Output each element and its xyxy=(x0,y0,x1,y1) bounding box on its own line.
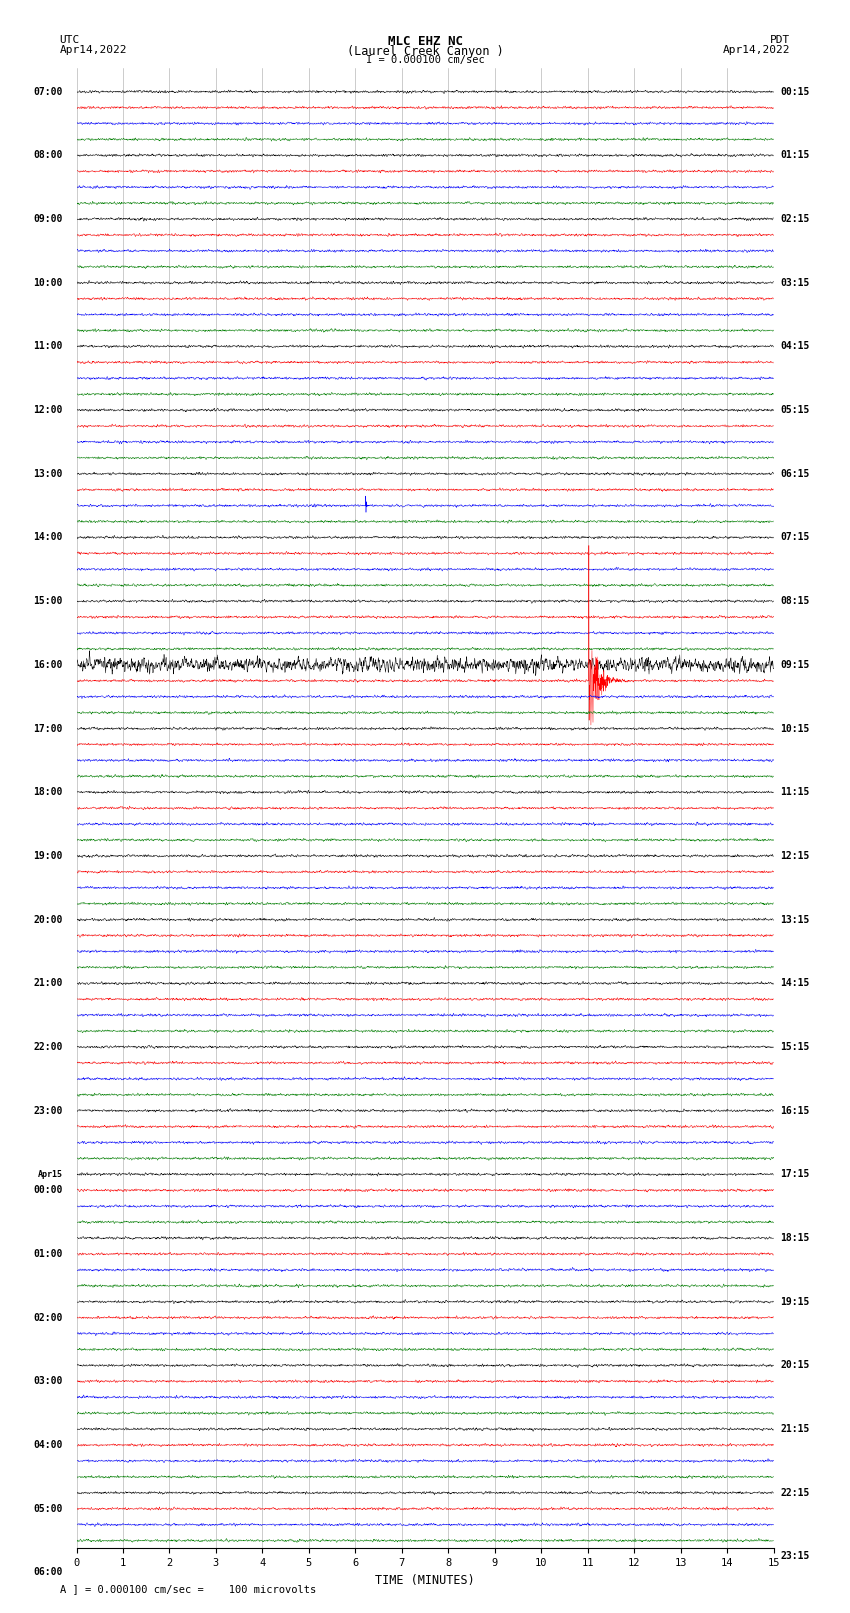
Text: 00:15: 00:15 xyxy=(780,87,810,97)
Text: 06:15: 06:15 xyxy=(780,469,810,479)
Text: 09:00: 09:00 xyxy=(33,215,63,224)
Text: 11:15: 11:15 xyxy=(780,787,810,797)
Text: 22:15: 22:15 xyxy=(780,1487,810,1498)
Text: 10:15: 10:15 xyxy=(780,724,810,734)
Text: MLC EHZ NC: MLC EHZ NC xyxy=(388,35,462,48)
Text: 18:00: 18:00 xyxy=(33,787,63,797)
Text: 08:00: 08:00 xyxy=(33,150,63,160)
Text: 23:00: 23:00 xyxy=(33,1105,63,1116)
Text: 17:00: 17:00 xyxy=(33,724,63,734)
Text: Apr14,2022: Apr14,2022 xyxy=(723,45,791,55)
Text: 19:15: 19:15 xyxy=(780,1297,810,1307)
Text: 06:00: 06:00 xyxy=(33,1568,63,1578)
Text: 07:00: 07:00 xyxy=(33,87,63,97)
Text: 05:15: 05:15 xyxy=(780,405,810,415)
Text: 23:15: 23:15 xyxy=(780,1552,810,1561)
Text: 11:00: 11:00 xyxy=(33,342,63,352)
Text: 13:15: 13:15 xyxy=(780,915,810,924)
Text: (Laurel Creek Canyon ): (Laurel Creek Canyon ) xyxy=(347,45,503,58)
Text: I = 0.000100 cm/sec: I = 0.000100 cm/sec xyxy=(366,55,484,65)
Text: 14:00: 14:00 xyxy=(33,532,63,542)
Text: Apr15: Apr15 xyxy=(37,1169,63,1179)
Text: 15:15: 15:15 xyxy=(780,1042,810,1052)
Text: 09:15: 09:15 xyxy=(780,660,810,669)
Text: 00:00: 00:00 xyxy=(33,1186,63,1195)
X-axis label: TIME (MINUTES): TIME (MINUTES) xyxy=(375,1574,475,1587)
Text: 12:00: 12:00 xyxy=(33,405,63,415)
Text: 16:15: 16:15 xyxy=(780,1105,810,1116)
Text: A ] = 0.000100 cm/sec =    100 microvolts: A ] = 0.000100 cm/sec = 100 microvolts xyxy=(60,1584,315,1594)
Text: 18:15: 18:15 xyxy=(780,1232,810,1244)
Text: 21:00: 21:00 xyxy=(33,977,63,989)
Text: 02:15: 02:15 xyxy=(780,215,810,224)
Text: 01:15: 01:15 xyxy=(780,150,810,160)
Text: 20:15: 20:15 xyxy=(780,1360,810,1371)
Text: 20:00: 20:00 xyxy=(33,915,63,924)
Text: PDT: PDT xyxy=(770,35,790,45)
Text: 12:15: 12:15 xyxy=(780,852,810,861)
Text: 14:15: 14:15 xyxy=(780,977,810,989)
Text: 15:00: 15:00 xyxy=(33,597,63,606)
Text: 04:15: 04:15 xyxy=(780,342,810,352)
Text: 02:00: 02:00 xyxy=(33,1313,63,1323)
Text: 03:00: 03:00 xyxy=(33,1376,63,1386)
Text: UTC: UTC xyxy=(60,35,80,45)
Text: 07:15: 07:15 xyxy=(780,532,810,542)
Text: 08:15: 08:15 xyxy=(780,597,810,606)
Text: 10:00: 10:00 xyxy=(33,277,63,287)
Text: 17:15: 17:15 xyxy=(780,1169,810,1179)
Text: 21:15: 21:15 xyxy=(780,1424,810,1434)
Text: 04:00: 04:00 xyxy=(33,1440,63,1450)
Text: 16:00: 16:00 xyxy=(33,660,63,669)
Text: Apr14,2022: Apr14,2022 xyxy=(60,45,127,55)
Text: 13:00: 13:00 xyxy=(33,469,63,479)
Text: 19:00: 19:00 xyxy=(33,852,63,861)
Text: 01:00: 01:00 xyxy=(33,1248,63,1258)
Text: 22:00: 22:00 xyxy=(33,1042,63,1052)
Text: 03:15: 03:15 xyxy=(780,277,810,287)
Text: 05:00: 05:00 xyxy=(33,1503,63,1513)
